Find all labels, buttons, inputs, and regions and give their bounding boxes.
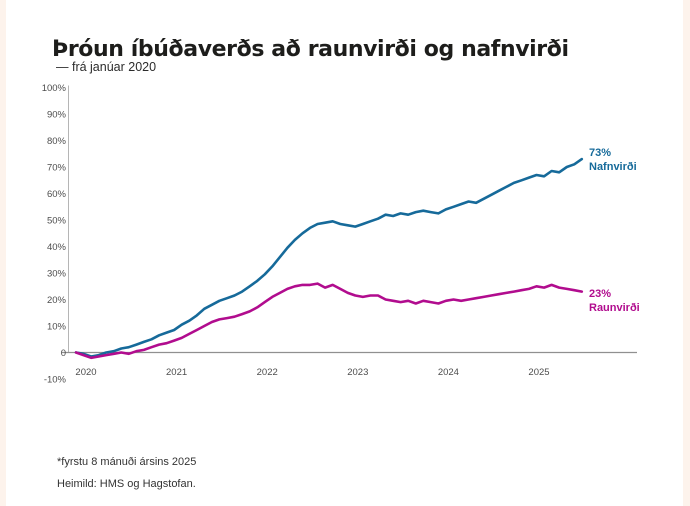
y-tick-label: 10% (47, 322, 67, 333)
y-tick-label: 80% (47, 136, 67, 147)
footnote: *fyrstu 8 mánuði ársins 2025 (57, 456, 197, 468)
series-line-raunvirði (74, 282, 584, 360)
page-title: Þróun íbúðaverðs að raunvirði og nafnvir… (52, 36, 569, 62)
y-tick-label: 50% (47, 216, 67, 227)
y-tick-label: 70% (47, 163, 67, 174)
x-tick-label: 2024 (438, 367, 459, 378)
chart-subtitle: — frá janúar 2020 (56, 60, 157, 74)
y-tick-label: 60% (47, 189, 67, 200)
chart-series-lines (74, 157, 584, 360)
series-end-label-nafnvirdi: 73% Nafnvirði (589, 146, 679, 174)
raunvirdi-series-name: Raunvirði (589, 302, 640, 314)
y-tick-label: 0 (61, 348, 66, 359)
y-tick-label: 20% (47, 295, 67, 306)
x-tick-label: 2023 (347, 367, 368, 378)
y-tick-label: 40% (47, 242, 67, 253)
series-end-label-raunvirdi: 23% Raunvirði (589, 287, 679, 315)
y-tick-label: 30% (47, 269, 67, 280)
series-line-nafnvirði (74, 157, 584, 358)
page-right-edge (683, 0, 690, 506)
page-left-edge (0, 0, 6, 506)
x-tick-label: 2020 (75, 367, 96, 378)
y-tick-label: 90% (47, 110, 67, 121)
x-tick-label: 2022 (257, 367, 278, 378)
x-tick-label: 2021 (166, 367, 187, 378)
chart-tick-labels: 100% 90% 80% 70% 60% 50% 40% 30% 20% 10% 0 -10% 2020… (42, 83, 550, 386)
y-tick-label: 100% (42, 83, 67, 94)
nafnvirdi-series-name: Nafnvirði (589, 161, 637, 173)
y-tick-label: -10% (44, 375, 67, 386)
raunvirdi-end-value: 23% (589, 288, 612, 300)
source-note: Heimild: HMS og Hagstofan. (57, 478, 196, 490)
nafnvirdi-end-value: 73% (589, 147, 612, 159)
chart-axes (62, 85, 637, 354)
x-tick-label: 2025 (528, 367, 549, 378)
